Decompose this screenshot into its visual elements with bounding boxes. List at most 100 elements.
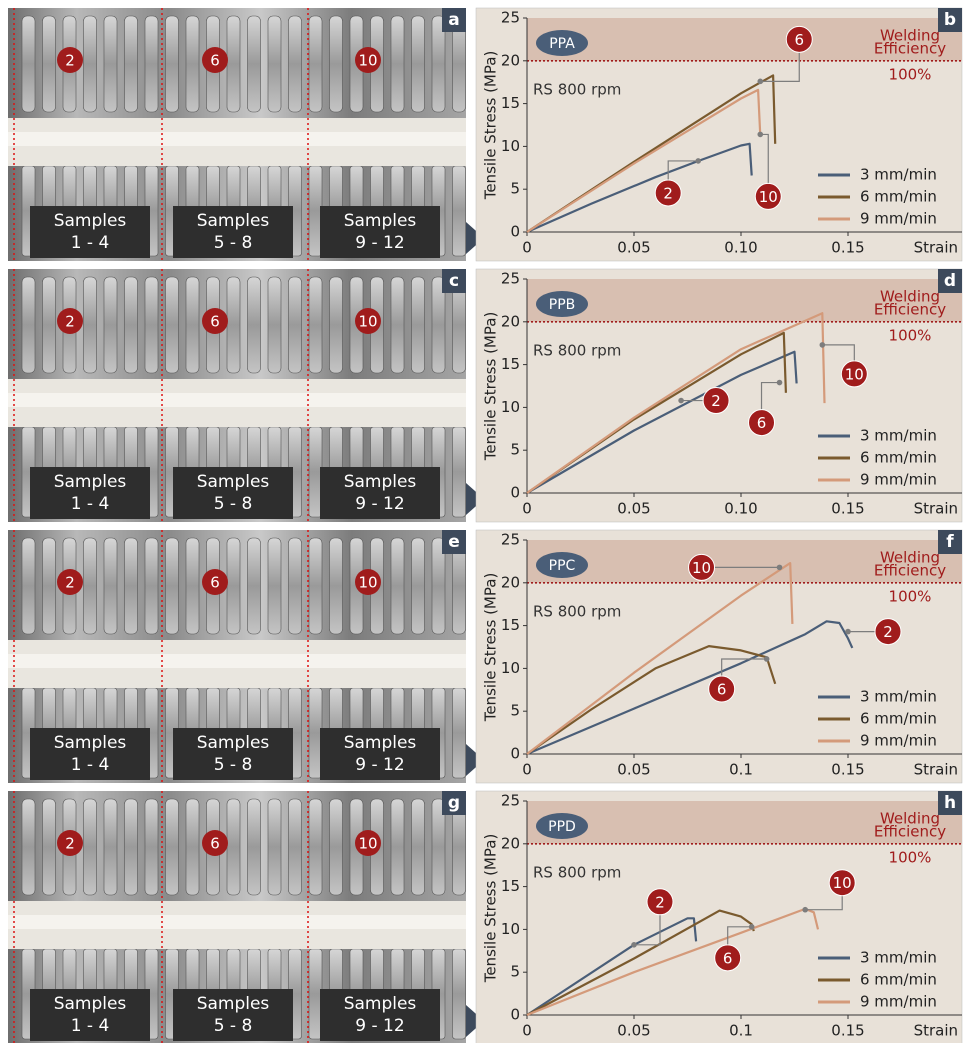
y-tick-label: 0 bbox=[510, 484, 520, 502]
photo-tab bbox=[330, 16, 343, 112]
panel-letter: a bbox=[448, 10, 459, 30]
photo-tab bbox=[43, 277, 56, 373]
sample-marker-label: 6 bbox=[210, 313, 220, 331]
y-tick-label: 15 bbox=[501, 94, 520, 112]
callout-point bbox=[802, 907, 808, 913]
photo-tab bbox=[391, 799, 404, 895]
photo-tab bbox=[412, 16, 425, 112]
sample-marker-label: 2 bbox=[65, 52, 75, 70]
panel-letter: d bbox=[944, 271, 956, 291]
x-tick-label: 0.05 bbox=[617, 761, 650, 779]
callout-label: 6 bbox=[717, 680, 727, 698]
photo-tab bbox=[84, 277, 97, 373]
x-tick-label: 0.1 bbox=[729, 761, 753, 779]
y-tick-label: 0 bbox=[510, 223, 520, 241]
photo-tab bbox=[268, 277, 281, 373]
legend-label: 9 mm/min bbox=[860, 471, 937, 489]
x-tick-label: 0.15 bbox=[831, 761, 864, 779]
photo-tab bbox=[186, 799, 199, 895]
sample-marker-label: 6 bbox=[210, 835, 220, 853]
photo-tab bbox=[145, 16, 158, 112]
sample-label: Samples bbox=[344, 211, 417, 231]
photo-tab bbox=[186, 277, 199, 373]
weld-bead bbox=[8, 393, 466, 407]
threshold-label: Efficiency bbox=[874, 561, 946, 579]
photo-tab bbox=[22, 799, 35, 895]
photo-tab bbox=[104, 799, 117, 895]
photo-tab bbox=[84, 799, 97, 895]
y-tick-label: 5 bbox=[510, 702, 520, 720]
sample-label: Samples bbox=[344, 472, 417, 492]
legend-label: 6 mm/min bbox=[860, 188, 937, 206]
photo-tab bbox=[412, 538, 425, 634]
photo-tab bbox=[289, 16, 302, 112]
photo-tab bbox=[391, 277, 404, 373]
panel-letter: b bbox=[944, 10, 956, 30]
x-tick-label: 0.15 bbox=[831, 500, 864, 518]
callout-point bbox=[631, 942, 637, 948]
sample-label: 1 - 4 bbox=[71, 233, 110, 253]
threshold-label: Efficiency bbox=[874, 39, 946, 57]
panel-letter: g bbox=[448, 793, 460, 813]
callout-point bbox=[749, 924, 755, 930]
sample-marker-label: 10 bbox=[358, 52, 377, 70]
photo-tab bbox=[330, 277, 343, 373]
sample-marker-label: 2 bbox=[65, 574, 75, 592]
photo-tab bbox=[227, 277, 240, 373]
photo-tab bbox=[22, 538, 35, 634]
photo-tab bbox=[186, 16, 199, 112]
photo-tab bbox=[412, 277, 425, 373]
y-tick-label: 20 bbox=[501, 834, 520, 852]
photo-tab bbox=[125, 799, 138, 895]
callout-point bbox=[757, 132, 763, 138]
legend-label: 9 mm/min bbox=[860, 732, 937, 750]
x-tick-label: 0.15 bbox=[831, 239, 864, 257]
sample-label: 5 - 8 bbox=[214, 233, 253, 253]
x-tick-label: 0 bbox=[522, 1022, 532, 1040]
photo-tab bbox=[166, 538, 179, 634]
photo-tab bbox=[453, 166, 466, 256]
photo-tab bbox=[43, 799, 56, 895]
callout-point bbox=[777, 380, 783, 386]
photo-tab bbox=[166, 799, 179, 895]
sample-label: Samples bbox=[197, 472, 270, 492]
photo-tab bbox=[227, 538, 240, 634]
photo-tab bbox=[145, 277, 158, 373]
photo-tab bbox=[125, 538, 138, 634]
photo-tab bbox=[145, 799, 158, 895]
y-tick-label: 20 bbox=[501, 312, 520, 330]
chart-title: PPA bbox=[549, 36, 575, 52]
sample-marker-label: 10 bbox=[358, 574, 377, 592]
photo-tab bbox=[309, 538, 322, 634]
sample-label: 9 - 12 bbox=[355, 755, 404, 775]
sample-marker-label: 6 bbox=[210, 52, 220, 70]
panel-letter: h bbox=[944, 793, 956, 813]
legend-label: 6 mm/min bbox=[860, 449, 937, 467]
sample-label: 9 - 12 bbox=[355, 1016, 404, 1036]
sample-label: Samples bbox=[197, 994, 270, 1014]
threshold-label: Efficiency bbox=[874, 300, 946, 318]
threshold-label: 100% bbox=[889, 848, 932, 866]
photo-tab bbox=[43, 538, 56, 634]
panel-letter: c bbox=[449, 271, 459, 291]
y-tick-label: 15 bbox=[501, 877, 520, 895]
callout-label: 6 bbox=[794, 31, 804, 49]
sample-label: 1 - 4 bbox=[71, 1016, 110, 1036]
photo-tab bbox=[248, 277, 261, 373]
photo-tab bbox=[227, 16, 240, 112]
y-tick-label: 0 bbox=[510, 1006, 520, 1024]
chart-title: PPC bbox=[549, 558, 576, 574]
legend-label: 3 mm/min bbox=[860, 688, 937, 706]
y-tick-label: 25 bbox=[501, 531, 520, 549]
photo-tab bbox=[248, 538, 261, 634]
photo-tab bbox=[268, 538, 281, 634]
callout-label: 6 bbox=[723, 949, 733, 967]
photo-tab bbox=[186, 538, 199, 634]
x-tick-label: 0.05 bbox=[617, 239, 650, 257]
x-tick-label: 0 bbox=[522, 239, 532, 257]
sample-label: Samples bbox=[197, 733, 270, 753]
sample-label: Samples bbox=[54, 733, 127, 753]
y-tick-label: 10 bbox=[501, 659, 520, 677]
threshold-label: 100% bbox=[889, 326, 932, 344]
y-tick-label: 15 bbox=[501, 355, 520, 373]
